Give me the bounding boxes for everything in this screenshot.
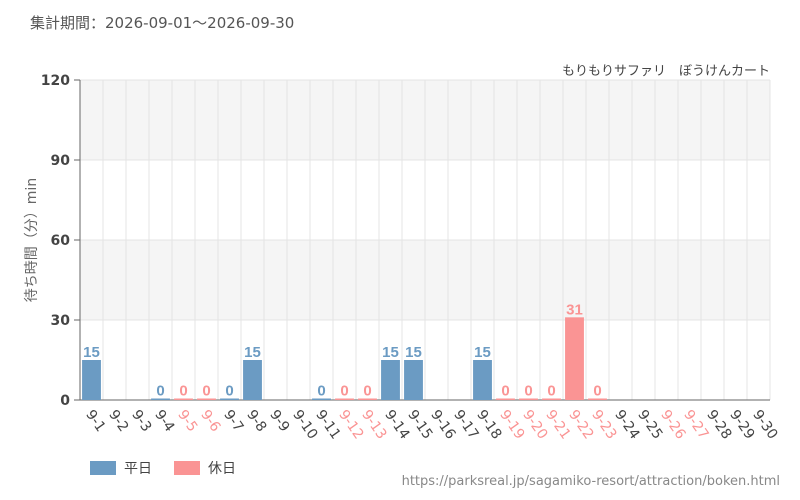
chart-subtitle: もりもりサファリ ぼうけんカート [561, 64, 770, 79]
x-tick-label: 9-27 [680, 407, 711, 442]
bar [519, 398, 538, 400]
y-axis-label: 待ち時間（分）min [24, 178, 40, 302]
x-tick-label: 9-24 [611, 407, 642, 442]
data-label: 0 [547, 383, 555, 400]
x-tick-label: 9-4 [151, 407, 177, 435]
x-tick-label: 9-16 [427, 407, 458, 442]
x-tick-label: 9-10 [289, 407, 320, 442]
x-tick-label: 9-13 [358, 407, 389, 442]
x-tick-label: 9-20 [519, 407, 550, 442]
bar [243, 360, 262, 400]
legend: 平日 休日 [90, 458, 236, 478]
x-tick-label: 9-15 [404, 407, 435, 442]
bar [473, 360, 492, 400]
data-label: 0 [363, 383, 371, 400]
bar [565, 317, 584, 400]
data-label: 0 [501, 383, 509, 400]
x-tick-label: 9-12 [335, 407, 366, 442]
data-label: 0 [225, 383, 233, 400]
bar [542, 398, 561, 400]
x-tick-label: 9-9 [266, 407, 292, 435]
legend-item-weekday: 平日 [90, 458, 152, 478]
bar [174, 398, 193, 400]
x-tick-label: 9-19 [496, 407, 527, 442]
source-url: https://parksreal.jp/sagamiko-resort/att… [401, 474, 780, 489]
x-tick-label: 9-6 [197, 407, 223, 435]
x-tick-label: 9-29 [726, 407, 757, 442]
data-label: 31 [566, 301, 583, 318]
data-label: 15 [405, 344, 422, 361]
x-tick-label: 9-1 [82, 407, 108, 435]
x-tick-label: 9-21 [542, 407, 573, 442]
x-tick-label: 9-30 [749, 407, 780, 442]
bar [588, 398, 607, 400]
x-tick-label: 9-25 [634, 407, 665, 442]
x-tick-label: 9-8 [243, 407, 269, 435]
x-tick-label: 9-3 [128, 407, 154, 435]
bar [197, 398, 216, 400]
data-label: 15 [474, 344, 491, 361]
x-tick-label: 9-28 [703, 407, 734, 442]
bar [335, 398, 354, 400]
period-label: 集計期間：2026-09-01～2026-09-30 [30, 14, 295, 32]
data-label: 0 [340, 383, 348, 400]
y-tick-label: 0 [60, 393, 70, 409]
bar [381, 360, 400, 400]
x-tick-label: 9-23 [588, 407, 619, 442]
x-tick-label: 9-11 [312, 407, 343, 442]
y-tick-label: 60 [51, 233, 71, 249]
data-label: 0 [179, 383, 187, 400]
bar [312, 398, 331, 400]
x-tick-label: 9-22 [565, 407, 596, 442]
legend-item-holiday: 休日 [174, 458, 236, 478]
legend-label-weekday: 平日 [124, 461, 152, 477]
legend-label-holiday: 休日 [208, 461, 236, 477]
x-tick-label: 9-2 [105, 407, 131, 435]
data-label: 0 [317, 383, 325, 400]
bar [151, 398, 170, 400]
data-label: 15 [244, 344, 261, 361]
data-label: 0 [202, 383, 210, 400]
data-label: 15 [382, 344, 399, 361]
y-tick-label: 120 [41, 73, 70, 89]
x-tick-label: 9-17 [450, 407, 481, 442]
data-label: 15 [83, 344, 100, 361]
data-label: 0 [593, 383, 601, 400]
bar [404, 360, 423, 400]
bar [358, 398, 377, 400]
y-tick-label: 30 [51, 313, 71, 329]
bar [82, 360, 101, 400]
legend-swatch-weekday [90, 461, 116, 475]
bar [220, 398, 239, 400]
y-tick-label: 90 [51, 153, 71, 169]
bar [496, 398, 515, 400]
data-label: 0 [156, 383, 164, 400]
legend-swatch-holiday [174, 461, 200, 475]
x-tick-label: 9-5 [174, 407, 200, 435]
x-tick-label: 9-7 [220, 407, 246, 435]
x-tick-label: 9-18 [473, 407, 504, 442]
x-tick-label: 9-26 [657, 407, 688, 442]
data-label: 0 [524, 383, 532, 400]
x-tick-label: 9-14 [381, 407, 412, 442]
